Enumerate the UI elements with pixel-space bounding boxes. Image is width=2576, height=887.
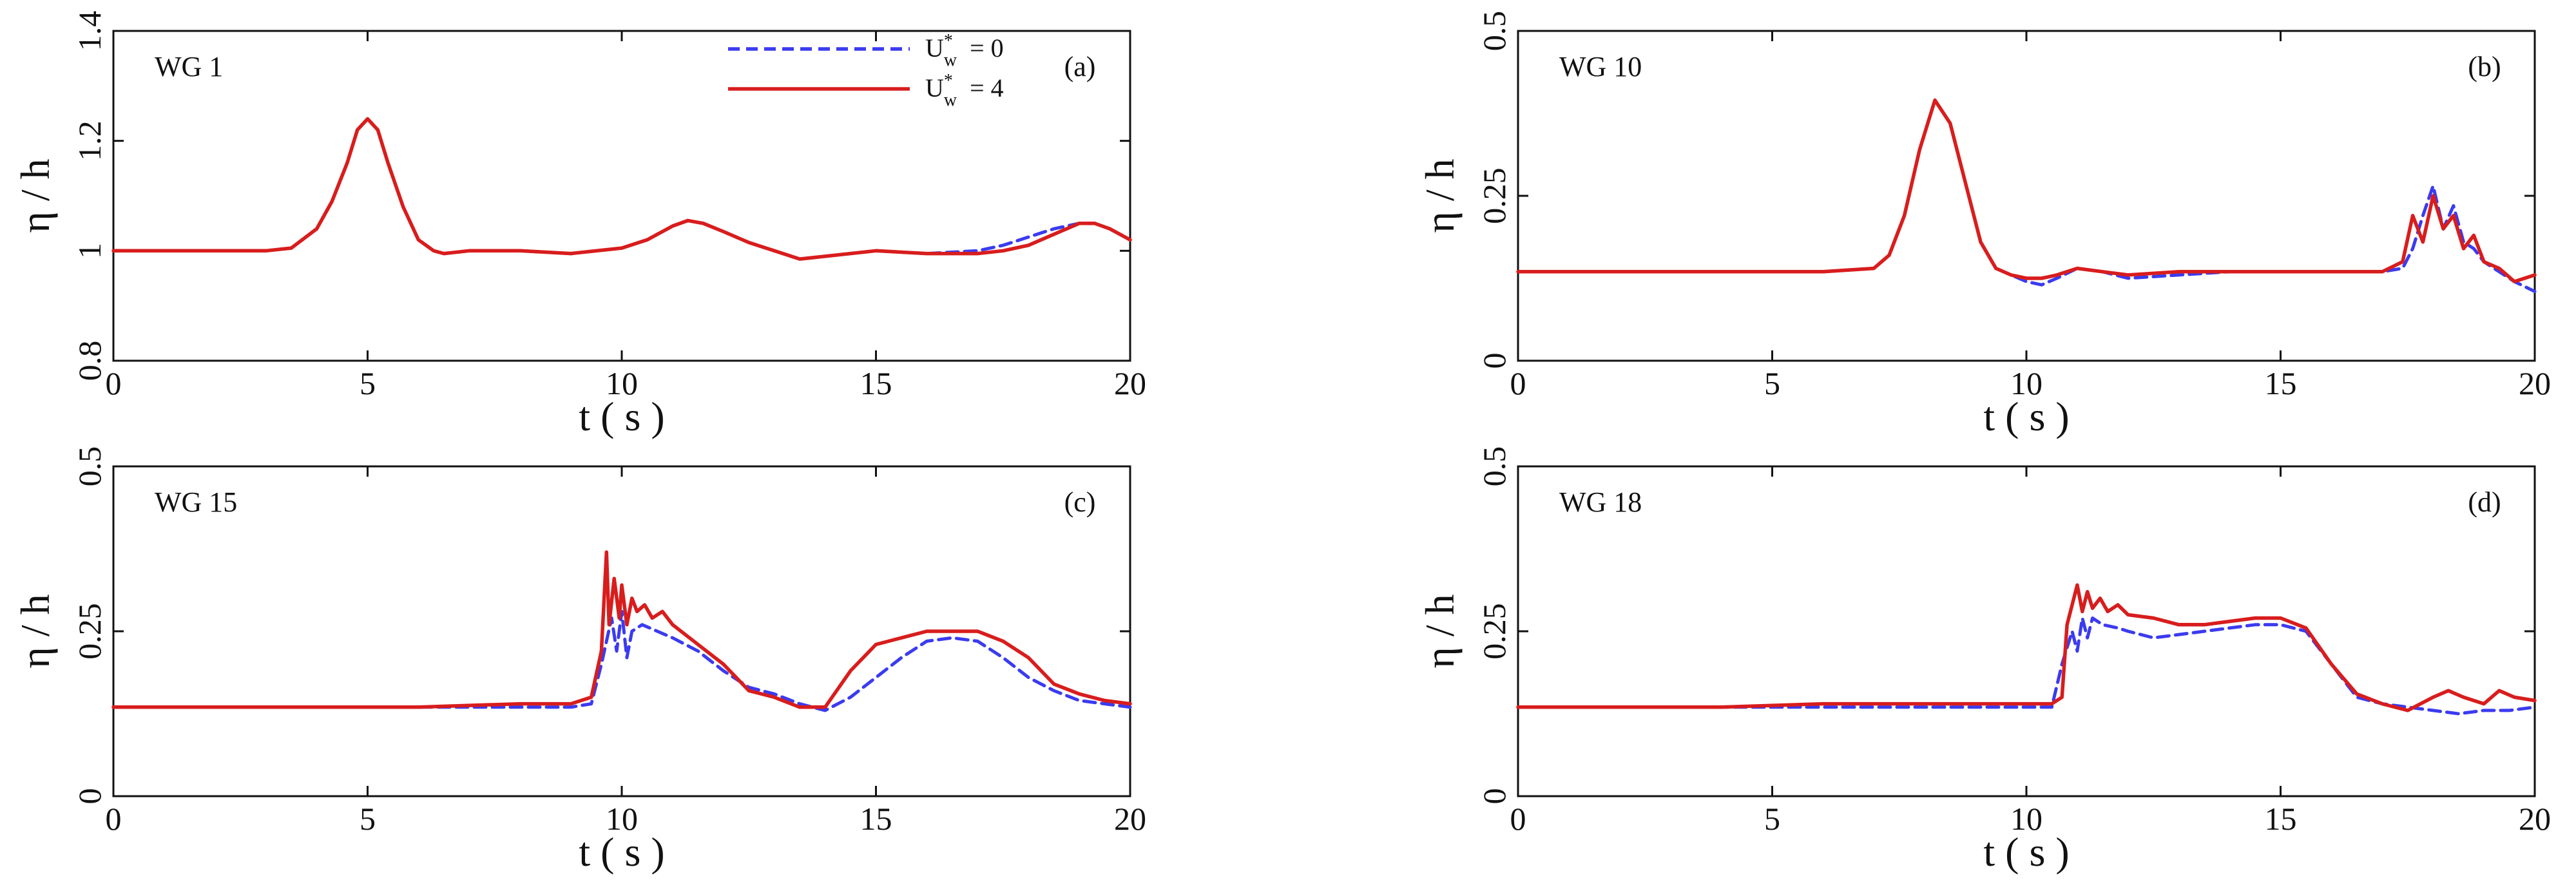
x-tick-label: 15 xyxy=(2265,801,2297,837)
y-axis-label: η / h xyxy=(1417,594,1463,668)
x-tick-label: 20 xyxy=(2519,365,2551,401)
x-tick-label: 20 xyxy=(1114,801,1146,837)
series-line-uw4 xyxy=(1516,583,2537,712)
legend: U* w = 0U* w = 4 xyxy=(728,31,1004,110)
x-tick-label: 0 xyxy=(106,365,122,401)
panel-letter: (b) xyxy=(2468,51,2501,82)
series-line-uw0 xyxy=(1516,99,2537,293)
x-tick-label: 5 xyxy=(1764,801,1780,837)
y-tick-label: 1 xyxy=(72,243,108,259)
x-tick-label: 10 xyxy=(606,801,638,837)
x-tick-label: 10 xyxy=(2010,801,2043,837)
x-axis-label: t ( s ) xyxy=(1983,829,2069,875)
x-tick-label: 0 xyxy=(1510,365,1526,401)
series-line-uw4 xyxy=(111,550,1132,709)
y-tick-label: 1.4 xyxy=(72,11,108,52)
gauge-label: WG 18 xyxy=(1559,486,1642,518)
panel-letter: (c) xyxy=(1064,486,1096,518)
y-axis-label: η / h xyxy=(12,594,58,668)
y-tick-label: 0 xyxy=(1476,353,1512,369)
series-line-uw4 xyxy=(111,117,1132,261)
x-tick-label: 0 xyxy=(1510,801,1526,837)
gauge-label: WG 1 xyxy=(155,51,223,82)
gauge-label: WG 10 xyxy=(1559,51,1642,82)
x-tick-label: 20 xyxy=(1114,365,1146,401)
y-tick-label: 0.5 xyxy=(72,446,108,487)
chart-panel-3: 0 5 10 15 20 0 0.25 0.5 t ( s ) η / h WG 15 (c) xyxy=(12,446,1146,875)
panel-letter: (a) xyxy=(1064,51,1096,82)
x-axis-label: t ( s ) xyxy=(579,829,664,875)
x-tick-label: 10 xyxy=(2010,365,2043,401)
y-tick-label: 0.25 xyxy=(1476,603,1512,660)
y-tick-label: 1.2 xyxy=(72,120,108,161)
y-axis-label: η / h xyxy=(1417,158,1463,233)
y-tick-label: 0.8 xyxy=(72,341,108,381)
x-axis-label: t ( s ) xyxy=(1983,394,2069,439)
y-tick-label: 0.25 xyxy=(1476,167,1512,224)
x-tick-label: 0 xyxy=(106,801,122,837)
gauge-label: WG 15 xyxy=(155,486,237,518)
plot-frame xyxy=(1517,465,2536,797)
plot-frame xyxy=(1517,30,2536,362)
series-line-uw0 xyxy=(111,117,1132,261)
series-line-uw0 xyxy=(1516,616,2537,716)
chart-panel-1: 0 5 10 15 20 0.8 1 1.2 1.4 t ( s ) η / h WG 1 (a) xyxy=(12,11,1146,439)
y-tick-label: 0 xyxy=(72,788,108,805)
x-tick-label: 10 xyxy=(606,365,638,401)
x-tick-label: 15 xyxy=(2265,365,2297,401)
chart-panel-4: 0 5 10 15 20 0 0.25 0.5 t ( s ) η / h WG 18 (d) xyxy=(1417,446,2551,875)
panel-letter: (d) xyxy=(2468,486,2501,518)
x-tick-label: 5 xyxy=(360,365,376,401)
legend-entry-label: U* w = 4 xyxy=(925,71,1004,110)
series-line-uw4 xyxy=(1516,98,2537,283)
x-tick-label: 20 xyxy=(2519,801,2551,837)
y-tick-label: 0.5 xyxy=(1476,446,1512,487)
y-axis-label: η / h xyxy=(12,158,58,233)
chart-panel-2: 0 5 10 15 20 0 0.25 0.5 t ( s ) η / h WG 10 (b) xyxy=(1417,11,2551,439)
x-tick-label: 15 xyxy=(860,365,892,401)
x-axis-label: t ( s ) xyxy=(579,394,664,439)
legend-entry-label: U* w = 0 xyxy=(925,31,1004,70)
series-line-uw0 xyxy=(111,609,1132,712)
y-tick-label: 0.5 xyxy=(1476,11,1512,52)
x-tick-label: 5 xyxy=(1764,365,1780,401)
y-tick-label: 0 xyxy=(1476,788,1512,805)
x-tick-label: 5 xyxy=(360,801,376,837)
x-tick-label: 15 xyxy=(860,801,892,837)
y-tick-label: 0.25 xyxy=(72,603,108,660)
